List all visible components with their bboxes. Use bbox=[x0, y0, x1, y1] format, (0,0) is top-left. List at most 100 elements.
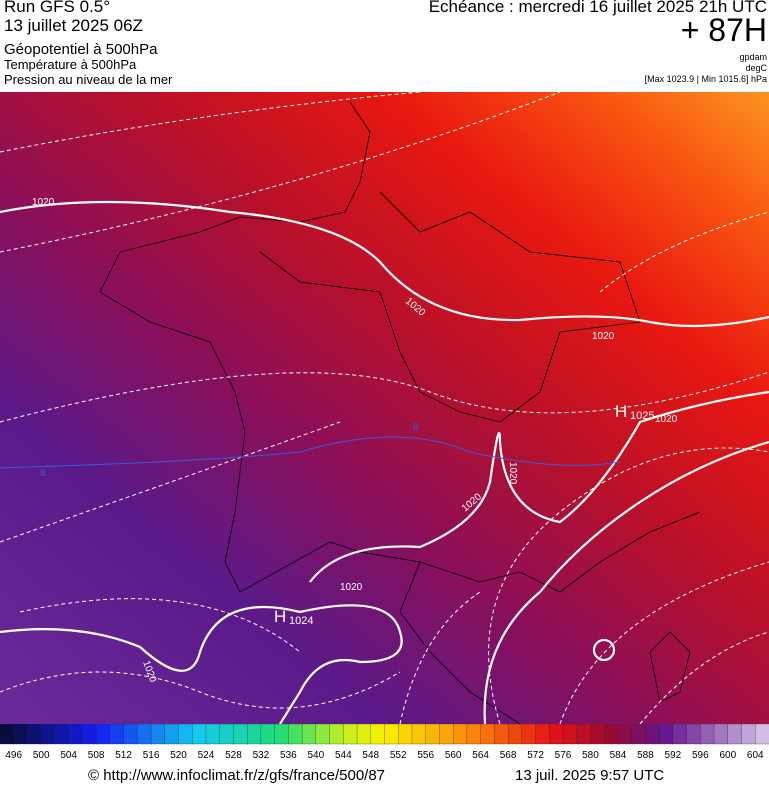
colorbar-cell bbox=[68, 724, 84, 745]
colorbar-cell bbox=[700, 724, 715, 745]
colorbar-cell bbox=[301, 724, 317, 745]
echeance: Echéance : mercredi 16 juillet 2025 21h … bbox=[428, 0, 767, 16]
colorbar-cell bbox=[672, 724, 688, 745]
temp-isolines bbox=[0, 92, 769, 724]
colorbar-label: 584 bbox=[610, 750, 627, 761]
colorbar-cell bbox=[604, 724, 619, 745]
unit: gpdam bbox=[739, 52, 767, 62]
colorbar-cell bbox=[755, 724, 769, 745]
unit: degC bbox=[745, 63, 767, 73]
colorbar-label: 592 bbox=[665, 750, 682, 761]
colorbar-cell bbox=[178, 724, 193, 745]
colorbar-cell bbox=[494, 724, 509, 745]
colorbar-cell bbox=[370, 724, 386, 745]
colorbar-cell bbox=[453, 724, 468, 745]
colorbar-cell bbox=[727, 724, 743, 745]
colorbar-label: 528 bbox=[225, 750, 242, 761]
colorbar-cell bbox=[617, 724, 633, 745]
colorbar-cell bbox=[645, 724, 660, 745]
run-date: 13 juillet 2025 06Z bbox=[4, 16, 143, 35]
colorbar-cell bbox=[274, 724, 290, 745]
colorbar-cell bbox=[658, 724, 674, 745]
field-name: Température à 500hPa bbox=[4, 57, 137, 72]
colorbar-cell bbox=[315, 724, 331, 745]
colorbar-label: 520 bbox=[170, 750, 187, 761]
zero-isotherm bbox=[0, 436, 621, 469]
colorbar-cell bbox=[576, 724, 592, 745]
colorbar-cell bbox=[590, 724, 605, 745]
colorbar-label: 532 bbox=[253, 750, 270, 761]
colorbar-label: 596 bbox=[692, 750, 709, 761]
colorbar-label: 560 bbox=[445, 750, 462, 761]
colorbar-cell bbox=[329, 724, 344, 745]
temp-label: 8 bbox=[40, 468, 46, 479]
colorbar-cell bbox=[123, 724, 138, 745]
colorbar-cell bbox=[398, 724, 413, 745]
high-value: 1024 bbox=[289, 615, 313, 627]
colorbar-cell bbox=[27, 724, 42, 745]
colorbar-label: 564 bbox=[472, 750, 489, 761]
colorbar-cell bbox=[507, 724, 523, 745]
colorbar-label: 508 bbox=[88, 750, 105, 761]
colorbar-cell bbox=[713, 724, 729, 745]
high-letter: H bbox=[615, 402, 627, 421]
colorbar-cell bbox=[425, 724, 441, 745]
colorbar-label: 504 bbox=[60, 750, 77, 761]
map: 1020 1020 1020 1020 1020 1020 1020 1020 … bbox=[0, 92, 769, 724]
colorbar-label: 588 bbox=[637, 750, 654, 761]
colorbar-label: 572 bbox=[527, 750, 544, 761]
colorbar-label: 496 bbox=[5, 750, 22, 761]
colorbar-label: 540 bbox=[307, 750, 324, 761]
colorbar-cell bbox=[288, 724, 303, 745]
colorbar-cell bbox=[233, 724, 248, 745]
colorbar-cell bbox=[686, 724, 701, 745]
colorbar-label: 576 bbox=[555, 750, 572, 761]
colorbar-cell bbox=[260, 724, 276, 745]
colorbar-cell bbox=[411, 724, 427, 745]
colorbar-cell bbox=[384, 724, 399, 745]
isobars bbox=[0, 200, 769, 724]
colorbar-cell bbox=[0, 724, 15, 745]
isobar-label: 1020 bbox=[32, 197, 55, 208]
colorbar-cell bbox=[82, 724, 97, 745]
colorbar: 496 500 504 508 512 516 520 524 528 532 536 540 544 5… bbox=[0, 724, 769, 761]
colorbar-label: 500 bbox=[33, 750, 50, 761]
colorbar-label: 512 bbox=[115, 750, 132, 761]
timestamp: 13 juil. 2025 9:57 UTC bbox=[515, 767, 665, 784]
colorbar-cell bbox=[631, 724, 647, 745]
colorbar-cell bbox=[54, 724, 70, 745]
colorbar-cell bbox=[205, 724, 221, 745]
high-letter: H bbox=[274, 607, 286, 626]
colorbar-label: 604 bbox=[747, 750, 764, 761]
colorbar-cell bbox=[562, 724, 578, 745]
isobar-label: 1020 bbox=[340, 582, 363, 593]
field-background bbox=[0, 92, 769, 724]
colorbar-cell bbox=[247, 724, 262, 745]
isobar-label: 1020 bbox=[655, 414, 678, 425]
max-min: [Max 1023.9 | Min 1015.6] hPa bbox=[644, 74, 767, 84]
colorbar-cell bbox=[480, 724, 496, 745]
source-link: © http://www.infoclimat.fr/z/gfs/france/… bbox=[88, 767, 386, 784]
colorbar-cell bbox=[137, 724, 152, 745]
colorbar-cell bbox=[521, 724, 537, 745]
colorbar-label: 600 bbox=[719, 750, 736, 761]
isobar-label: 1020 bbox=[592, 331, 615, 342]
colorbar-label: 516 bbox=[143, 750, 160, 761]
colorbar-label: 580 bbox=[582, 750, 599, 761]
colorbar-cell bbox=[535, 724, 550, 745]
colorbar-label: 524 bbox=[198, 750, 215, 761]
field-name: Pression au niveau de la mer bbox=[4, 72, 173, 87]
colorbar-cell bbox=[439, 724, 454, 745]
colorbar-cell bbox=[109, 724, 125, 745]
colorbar-cell bbox=[343, 724, 358, 745]
lead-time: + 87H bbox=[680, 12, 767, 48]
colorbar-cell bbox=[150, 724, 166, 745]
colorbar-cell bbox=[466, 724, 482, 745]
colorbar-cell bbox=[219, 724, 235, 745]
temp-label: 8 bbox=[413, 422, 419, 433]
high-value: 1025 bbox=[630, 410, 654, 422]
colorbar-label: 536 bbox=[280, 750, 297, 761]
field-name: Géopotentiel à 500hPa bbox=[4, 41, 158, 58]
colorbar-cell bbox=[192, 724, 207, 745]
